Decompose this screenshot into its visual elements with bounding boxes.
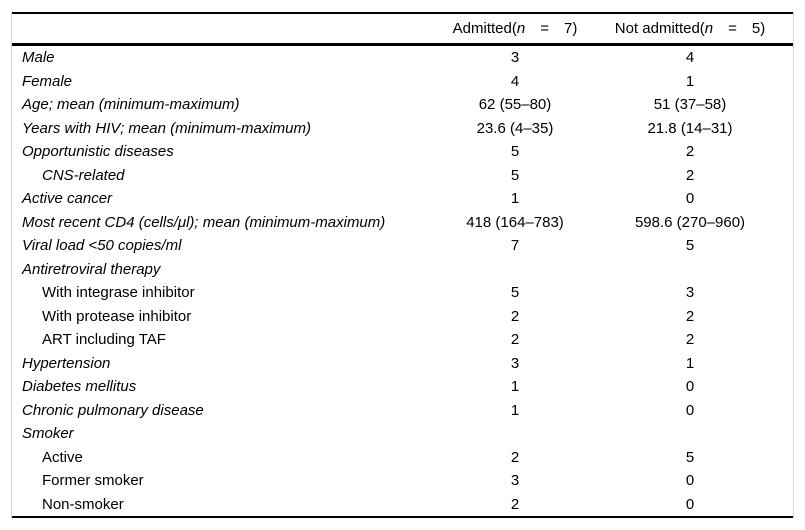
value-admitted: 3 xyxy=(510,354,520,372)
value-admitted: 1 xyxy=(510,378,520,396)
value-not-admitted: 1 xyxy=(685,354,695,372)
table-row: Non-smoker 2 0 xyxy=(12,493,793,517)
value-admitted: 3 xyxy=(510,49,520,67)
value-not-admitted: 1 xyxy=(685,72,695,90)
value-admitted: 2 xyxy=(510,331,520,349)
value-not-admitted: 51 (37–58) xyxy=(653,96,727,114)
value-not-admitted: 0 xyxy=(685,190,695,208)
value-admitted: 1 xyxy=(510,190,520,208)
table-header-rule xyxy=(12,43,793,46)
value-admitted: 418 (164–783) xyxy=(466,213,564,231)
value-admitted: 62 (55–80) xyxy=(478,96,552,114)
characteristics-table: Admitted(n = 7) Not admitted(n = 5) Male… xyxy=(11,12,794,518)
row-label: With protease inhibitor xyxy=(42,307,192,325)
value-not-admitted: 21.8 (14–31) xyxy=(647,119,733,137)
row-label: Diabetes mellitus xyxy=(22,378,137,396)
value-not-admitted: 0 xyxy=(685,495,695,513)
table-row: Former smoker 3 0 xyxy=(12,469,793,493)
value-not-admitted: 2 xyxy=(685,307,695,325)
row-label: Smoker xyxy=(22,425,74,443)
row-label: With integrase inhibitor xyxy=(42,284,195,302)
row-label: Male xyxy=(22,49,55,67)
value-not-admitted: 2 xyxy=(685,166,695,184)
table-row: Opportunistic diseases 5 2 xyxy=(12,140,793,164)
row-label: Opportunistic diseases xyxy=(22,143,174,161)
value-admitted: 7 xyxy=(510,237,520,255)
table-header-row: Admitted(n = 7) Not admitted(n = 5) xyxy=(12,14,793,43)
table-row: Male 3 4 xyxy=(12,46,793,70)
value-admitted: 2 xyxy=(510,448,520,466)
row-label: ART including TAF xyxy=(42,331,166,349)
table-row: Active cancer 1 0 xyxy=(12,187,793,211)
header-not-admitted-n: n xyxy=(704,20,714,37)
table-row: Antiretroviral therapy xyxy=(12,258,793,282)
table-row: CNS-related 5 2 xyxy=(12,164,793,188)
table-row: With integrase inhibitor 5 3 xyxy=(12,281,793,305)
value-not-admitted: 3 xyxy=(685,284,695,302)
value-admitted: 1 xyxy=(510,401,520,419)
table-row: Years with HIV; mean (minimum-maximum) 2… xyxy=(12,117,793,141)
value-not-admitted: 5 xyxy=(685,237,695,255)
header-not-admitted-post: = 5) xyxy=(713,20,766,37)
value-admitted: 5 xyxy=(510,166,520,184)
row-label: Chronic pulmonary disease xyxy=(22,401,204,419)
table-row: Chronic pulmonary disease 1 0 xyxy=(12,399,793,423)
header-admitted-post: = 7) xyxy=(525,20,578,37)
table-row: Diabetes mellitus 1 0 xyxy=(12,375,793,399)
row-label: Most recent CD4 (cells/μl); mean (minimu… xyxy=(22,213,386,231)
value-not-admitted: 5 xyxy=(685,448,695,466)
row-label: Active xyxy=(42,448,83,466)
table-top-rule xyxy=(12,12,793,14)
value-not-admitted: 0 xyxy=(685,378,695,396)
value-admitted: 4 xyxy=(510,72,520,90)
table-row: Smoker xyxy=(12,422,793,446)
row-label: Female xyxy=(22,72,73,90)
header-admitted-n: n xyxy=(516,20,526,37)
value-not-admitted: 4 xyxy=(685,49,695,67)
row-label: CNS-related xyxy=(42,166,125,184)
table-body: Male 3 4 Female 4 1 Age; mean (minimum-m… xyxy=(12,46,793,516)
header-not-admitted-pre: Not admitted( xyxy=(614,20,705,37)
table-row: Female 4 1 xyxy=(12,70,793,94)
value-admitted: 5 xyxy=(510,143,520,161)
table-row: Age; mean (minimum-maximum) 62 (55–80) 5… xyxy=(12,93,793,117)
row-label: Viral load <50 copies/ml xyxy=(22,237,182,255)
table-row: With protease inhibitor 2 2 xyxy=(12,305,793,329)
value-not-admitted: 2 xyxy=(685,143,695,161)
table-row: Active 2 5 xyxy=(12,446,793,470)
table-row: Viral load <50 copies/ml 7 5 xyxy=(12,234,793,258)
table-row: ART including TAF 2 2 xyxy=(12,328,793,352)
value-not-admitted: 0 xyxy=(685,401,695,419)
value-admitted: 2 xyxy=(510,495,520,513)
row-label: Hypertension xyxy=(22,354,111,372)
row-label: Age; mean (minimum-maximum) xyxy=(22,96,240,114)
value-admitted: 3 xyxy=(510,472,520,490)
table-row: Most recent CD4 (cells/μl); mean (minimu… xyxy=(12,211,793,235)
value-admitted: 23.6 (4–35) xyxy=(476,119,554,137)
value-admitted: 5 xyxy=(510,284,520,302)
table-row: Hypertension 3 1 xyxy=(12,352,793,376)
row-label: Antiretroviral therapy xyxy=(22,260,161,278)
row-label: Years with HIV; mean (minimum-maximum) xyxy=(22,119,311,137)
value-not-admitted: 598.6 (270–960) xyxy=(634,213,746,231)
row-label: Former smoker xyxy=(42,472,144,490)
value-admitted: 2 xyxy=(510,307,520,325)
row-label: Active cancer xyxy=(22,190,113,208)
header-admitted-pre: Admitted( xyxy=(452,20,517,37)
table-bottom-rule xyxy=(12,516,793,518)
value-not-admitted: 0 xyxy=(685,472,695,490)
value-not-admitted: 2 xyxy=(685,331,695,349)
header-not-admitted: Not admitted(n = 5) xyxy=(587,20,793,37)
row-label: Non-smoker xyxy=(42,495,124,513)
header-admitted: Admitted(n = 7) xyxy=(443,20,587,37)
